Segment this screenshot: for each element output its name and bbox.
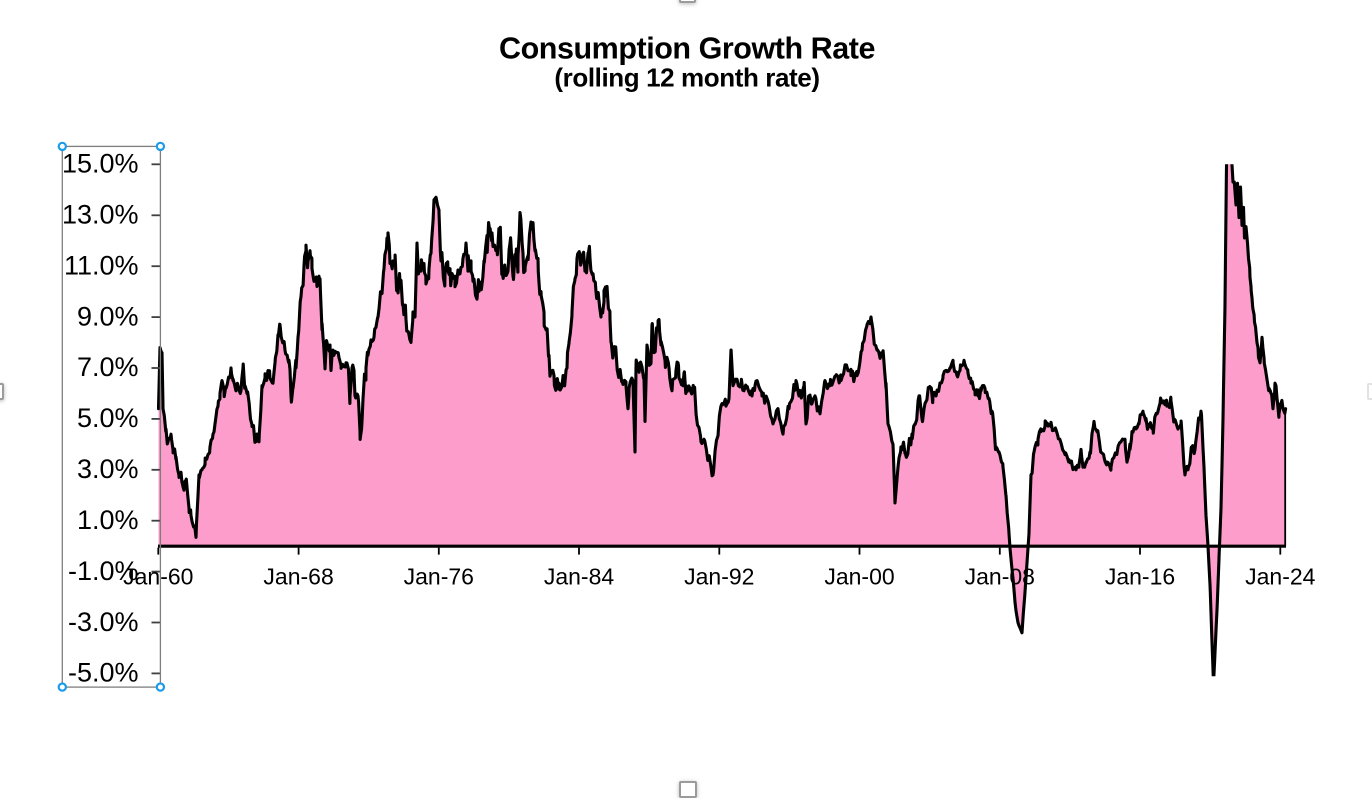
svg-text:5.0%: 5.0% [77, 403, 139, 433]
svg-text:-3.0%: -3.0% [68, 607, 139, 637]
svg-text:Jan-00: Jan-00 [824, 563, 894, 589]
svg-text:15.0%: 15.0% [62, 149, 139, 179]
svg-text:Jan-24: Jan-24 [1245, 563, 1316, 589]
svg-text:9.0%: 9.0% [77, 301, 139, 331]
svg-text:-1.0%: -1.0% [68, 556, 139, 586]
svg-text:13.0%: 13.0% [62, 200, 139, 230]
svg-text:11.0%: 11.0% [64, 250, 139, 280]
svg-text:-5.0%: -5.0% [68, 658, 139, 688]
svg-text:1.0%: 1.0% [77, 505, 139, 535]
svg-text:Jan-84: Jan-84 [544, 563, 615, 589]
svg-text:Jan-76: Jan-76 [404, 563, 474, 589]
svg-text:3.0%: 3.0% [77, 454, 139, 484]
svg-text:Jan-08: Jan-08 [965, 563, 1035, 589]
svg-text:Jan-92: Jan-92 [684, 563, 754, 589]
svg-text:Consumption Growth Rate: Consumption Growth Rate [499, 31, 875, 65]
svg-text:(rolling 12 month rate): (rolling 12 month rate) [554, 62, 819, 92]
svg-text:7.0%: 7.0% [77, 352, 139, 382]
svg-text:Jan-68: Jan-68 [263, 563, 333, 589]
svg-text:Jan-60: Jan-60 [123, 563, 193, 589]
svg-text:Jan-16: Jan-16 [1105, 563, 1175, 589]
